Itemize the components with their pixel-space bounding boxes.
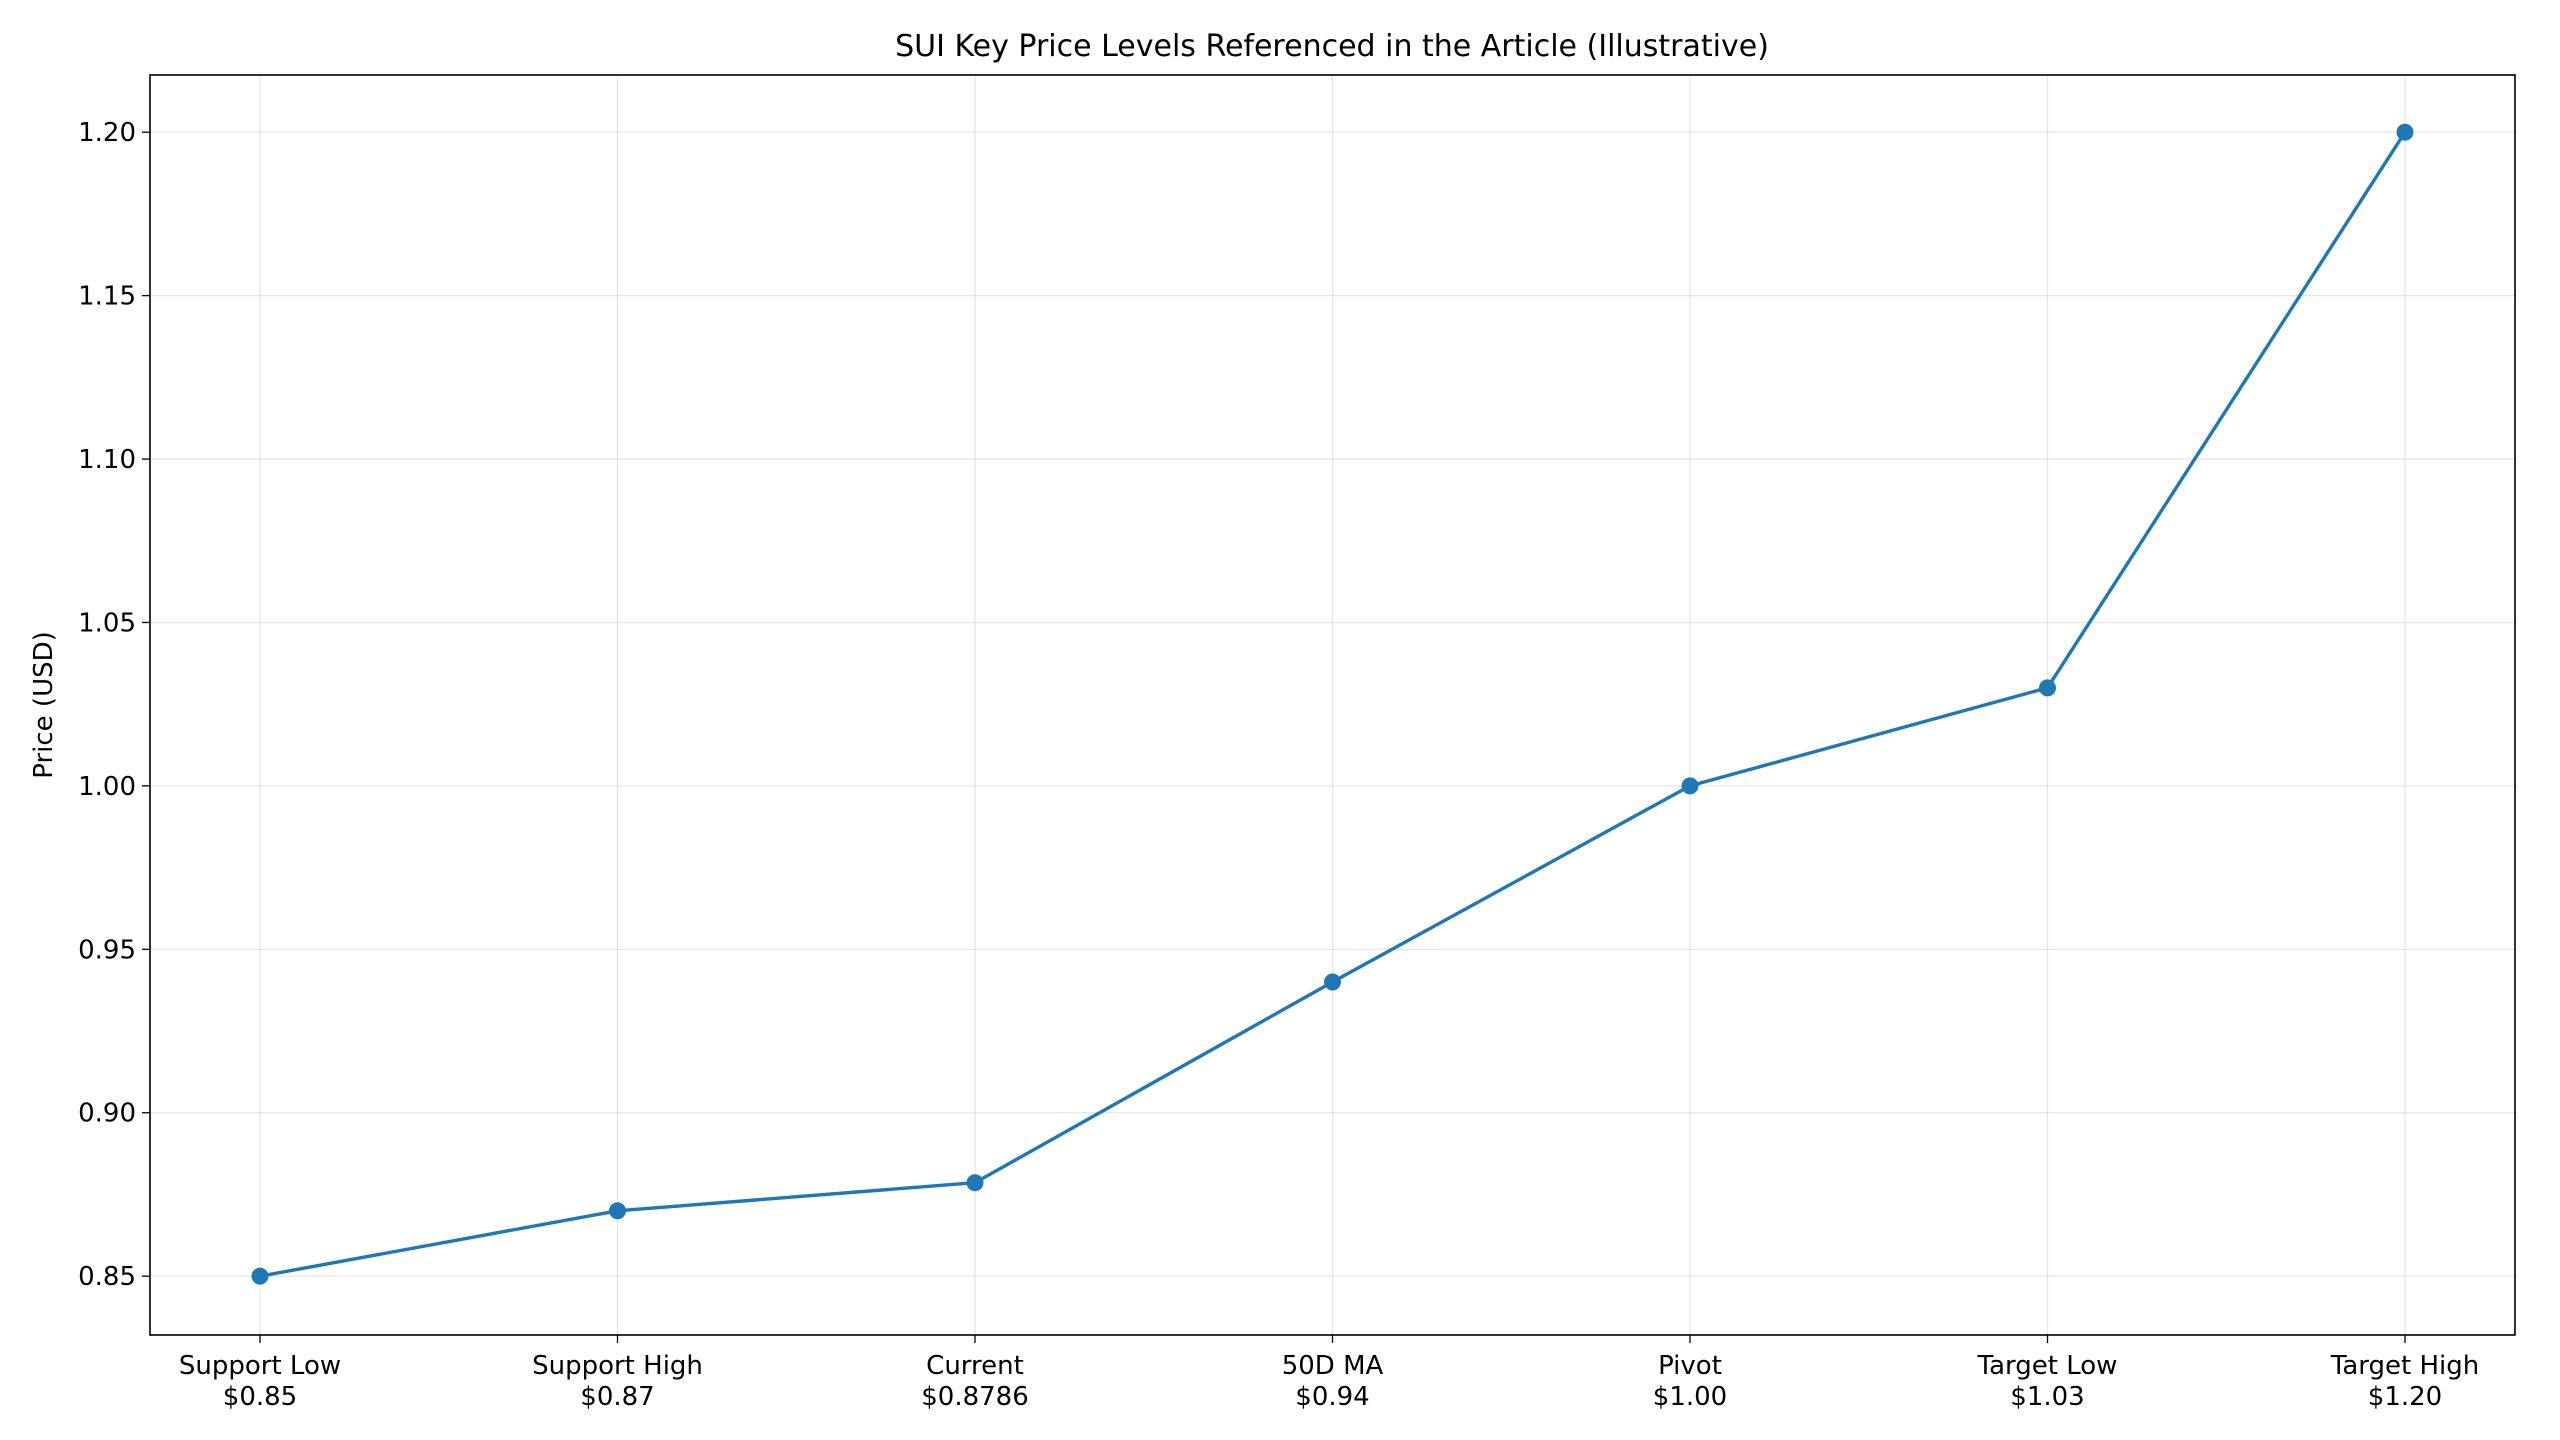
x-tick-label: Target High $1.20 (2330, 1351, 2479, 1412)
x-tick-label-name: Target Low (1977, 1351, 2118, 1381)
x-tick-label-name: Current (926, 1351, 1024, 1381)
x-tick-label-price: $0.94 (1295, 1382, 1369, 1412)
y-tick-label: 1.20 (78, 118, 136, 148)
x-tick-label-price: $0.85 (223, 1382, 297, 1412)
data-point (966, 1174, 984, 1192)
plot-frame (149, 74, 2516, 1336)
x-tick-label-price: $1.03 (2010, 1382, 2084, 1412)
grid (150, 75, 2515, 1335)
data-point (1324, 973, 1341, 991)
x-tick-label: Support High $0.87 (532, 1351, 703, 1412)
x-tick-label-name: Target High (2330, 1351, 2479, 1381)
y-tick-label: 0.90 (78, 1099, 136, 1129)
x-tick-label-name: Support Low (179, 1351, 341, 1381)
x-tick-label-price: $0.8786 (921, 1382, 1029, 1412)
y-tick-label: 0.95 (78, 935, 136, 965)
x-tick-label: Pivot $1.00 (1653, 1351, 1727, 1412)
y-tick-label: 1.10 (78, 445, 136, 475)
x-tick-label: 50D MA $0.94 (1282, 1351, 1384, 1412)
data-point (2039, 679, 2056, 697)
axes: 0.85 0.90 0.95 1.00 1.05 1.10 1.15 1.20 Support … (78, 118, 2479, 1412)
x-tick-label: Target Low $1.03 (1977, 1351, 2118, 1412)
data-point (2396, 123, 2414, 141)
x-tick-label-price: $1.00 (1653, 1382, 1727, 1412)
x-tick-label-price: $0.87 (580, 1382, 654, 1412)
data-point (1681, 777, 1699, 795)
chart-title: SUI Key Price Levels Referenced in the A… (895, 29, 1769, 64)
x-tick-label: Current $0.8786 (921, 1351, 1029, 1412)
data-point (251, 1267, 269, 1285)
series-layer (251, 123, 2414, 1285)
x-tick-label-name: 50D MA (1282, 1351, 1384, 1381)
x-tick-label-name: Pivot (1658, 1351, 1722, 1381)
data-point (609, 1202, 626, 1220)
x-tick-label: Support Low $0.85 (179, 1351, 341, 1412)
y-tick-label: 0.85 (78, 1262, 136, 1292)
x-tick-label-name: Support High (532, 1351, 703, 1381)
x-tick-label-price: $1.20 (2368, 1382, 2442, 1412)
y-axis-label: Price (USD) (29, 631, 59, 779)
y-tick-label: 1.15 (78, 282, 136, 312)
y-tick-label: 1.00 (78, 772, 136, 802)
y-tick-label: 1.05 (78, 608, 136, 638)
